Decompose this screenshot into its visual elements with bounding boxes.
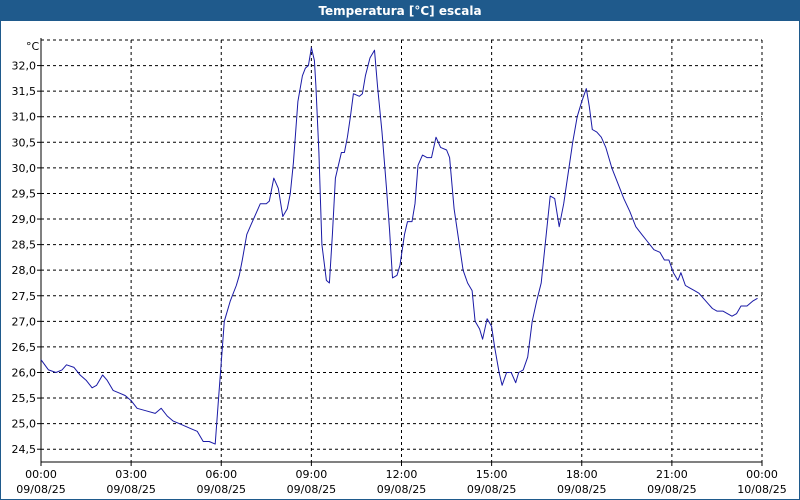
x-tick-time-label: 12:00 — [386, 468, 418, 481]
x-tick-time-label: 00:00 — [25, 468, 57, 481]
y-tick-label: 27,0 — [12, 315, 37, 328]
x-tick-date-label: 09/08/25 — [16, 483, 65, 496]
y-tick-label: 32,0 — [12, 60, 37, 73]
x-tick-time-label: 06:00 — [205, 468, 237, 481]
y-tick-label: 29,0 — [12, 213, 37, 226]
x-tick-time-label: 21:00 — [656, 468, 688, 481]
x-tick-date-label: 09/08/25 — [287, 483, 336, 496]
x-tick-time-label: 00:00 — [746, 468, 778, 481]
y-tick-label: 25,5 — [12, 392, 37, 405]
x-tick-date-label: 09/08/25 — [647, 483, 696, 496]
x-tick-date-label: 09/08/25 — [197, 483, 246, 496]
x-axis-ticks: 00:00 09/08/25 03:00 09/08/25 06:00 09/08/25 0… — [16, 462, 787, 496]
y-tick-label: 29,5 — [12, 187, 37, 200]
y-tick-label: 28,5 — [12, 239, 37, 252]
y-tick-label: 26,0 — [12, 366, 37, 379]
x-tick-time-label: 03:00 — [115, 468, 147, 481]
x-tick-date-label: 09/08/25 — [467, 483, 516, 496]
y-tick-label: 31,5 — [12, 85, 37, 98]
y-axis-ticks: 24,5 25,0 25,5 26,0 26,5 27,0 27,5 28,0 28,5 29,0… — [12, 60, 41, 456]
y-tick-label: 24,5 — [12, 443, 37, 456]
y-tick-label: 25,0 — [12, 418, 37, 431]
y-tick-label: 30,5 — [12, 136, 37, 149]
series-group — [40, 47, 758, 445]
y-tick-label: 27,5 — [12, 290, 37, 303]
y-tick-label: 28,0 — [12, 264, 37, 277]
y-tick-label: 26,5 — [12, 341, 37, 354]
x-tick-time-label: 15:00 — [476, 468, 508, 481]
chart-title: Temperatura [°C] escala — [1, 1, 799, 21]
y-tick-label: 31,0 — [12, 111, 37, 124]
temperature-series-line — [40, 47, 758, 445]
x-tick-time-label: 18:00 — [566, 468, 598, 481]
x-tick-date-label: 09/08/25 — [106, 483, 155, 496]
y-tick-label: 30,0 — [12, 162, 37, 175]
x-tick-date-label: 09/08/25 — [557, 483, 606, 496]
x-tick-date-label: 10/08/25 — [737, 483, 786, 496]
grid-lines — [41, 39, 763, 462]
x-tick-time-label: 09:00 — [296, 468, 328, 481]
x-tick-date-label: 09/08/25 — [377, 483, 426, 496]
y-axis-unit-label: °C — [26, 40, 40, 53]
